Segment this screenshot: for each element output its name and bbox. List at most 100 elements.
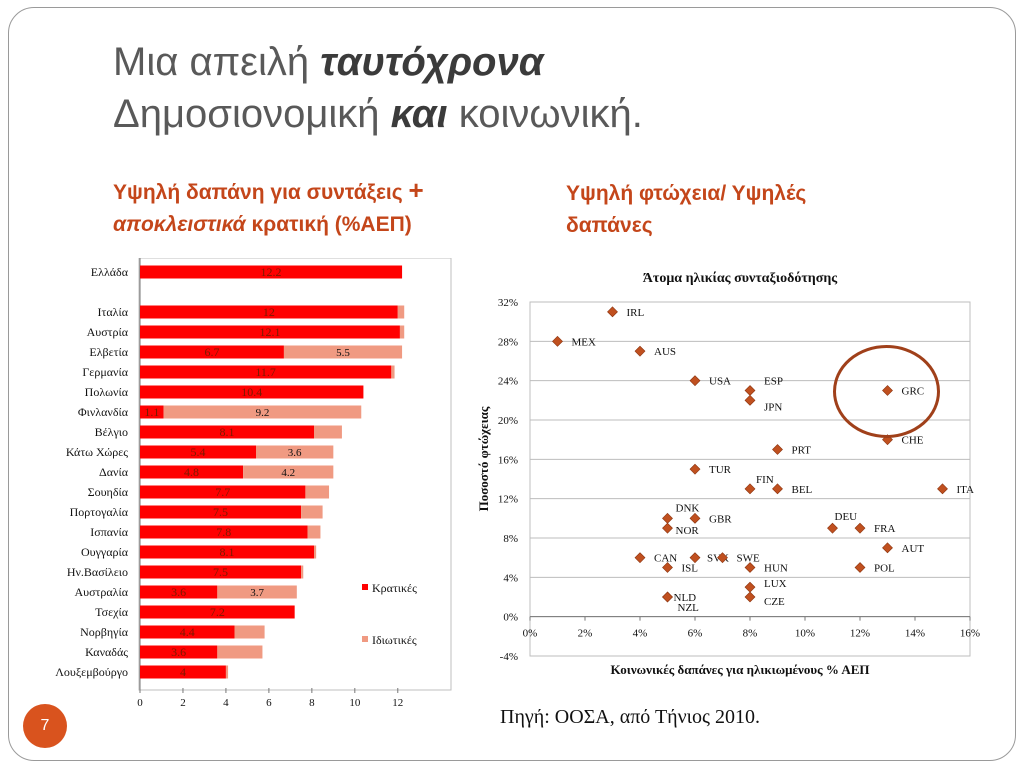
scatter-point-label: GRC <box>902 386 925 398</box>
scatter-point <box>662 562 673 573</box>
bar-private <box>225 665 229 679</box>
bar-public <box>140 505 302 519</box>
scatter-point <box>744 483 756 495</box>
scatter-point <box>772 444 783 455</box>
bar-public <box>140 425 314 439</box>
bar-x-tick-label: 4 <box>223 697 229 708</box>
bar-private-value-label: 3.6 <box>288 447 302 459</box>
scatter-point-label: LUX <box>764 578 787 590</box>
scatter-y-tick-label: -4% <box>500 651 518 663</box>
poverty-scatter-chart: Άτομα ηλικίας συνταξιοδότησης -4% 0% 4% 8% 12… <box>476 271 980 677</box>
scatter-point-label: DNK <box>676 502 700 514</box>
scatter-x-tick-label: 16% <box>960 628 980 640</box>
bar-private <box>217 645 263 659</box>
bar-public-value-label: 3.6 <box>171 585 186 599</box>
bar-private <box>243 465 334 479</box>
bar-private <box>217 585 297 599</box>
scatter-point-label: CHE <box>902 435 924 447</box>
bar-private <box>301 565 304 579</box>
highlight-circle <box>833 345 940 438</box>
scatter-point-label: NOR <box>676 525 700 537</box>
bar-category-label: Ελβετία <box>89 345 128 359</box>
legend-swatch-private <box>362 636 368 642</box>
bar-public <box>140 325 400 339</box>
bar-public <box>140 465 244 479</box>
bar-private-value-label: 5.5 <box>336 347 350 359</box>
bar-private <box>301 505 323 519</box>
bar-private <box>283 345 403 359</box>
scatter-point <box>689 375 701 387</box>
scatter-point-label: TUR <box>709 464 732 476</box>
scatter-point-label: FIN <box>756 474 774 486</box>
bar-private <box>314 545 317 559</box>
bar-public <box>140 665 226 679</box>
bar-category-label: Τσεχία <box>95 605 129 619</box>
bar-public <box>140 305 398 319</box>
scatter-point-label: JPN <box>764 401 782 413</box>
bar-public-value-label: 8.1 <box>220 425 235 439</box>
bar-category-label: Ισπανία <box>90 525 128 539</box>
bar-category-label: Αυστραλία <box>74 585 128 599</box>
bar-public-value-label: 4 <box>180 665 186 679</box>
bar-public-value-label: 12.1 <box>259 325 280 339</box>
bar-category-label: Γερμανία <box>82 365 128 379</box>
bar-category-label: Ην.Βασίλειο <box>67 565 128 579</box>
scatter-point-label: DEU <box>835 511 858 523</box>
bar-x-tick-label: 12 <box>392 697 403 708</box>
bar-public <box>140 485 306 499</box>
scatter-point-label: ESP <box>764 376 783 388</box>
bar-private-value-label: 4.2 <box>281 467 295 479</box>
bar-category-label: Πορτογαλία <box>70 505 129 519</box>
scatter-y-tick-label: 8% <box>503 533 518 545</box>
scatter-point <box>744 394 756 406</box>
bar-category-label: Φινλανδία <box>78 405 129 419</box>
scatter-point <box>689 463 701 475</box>
bar-category-label: Νορβηγία <box>80 625 129 639</box>
bar-public-value-label: 7.2 <box>210 605 225 619</box>
scatter-plot-area <box>529 301 971 657</box>
bar-public <box>140 565 302 579</box>
scatter-point <box>744 581 756 593</box>
bar-public <box>140 605 295 619</box>
bar-public-value-label: 1.1 <box>144 405 159 419</box>
legend-label-private: Ιδιωτικές <box>372 633 417 647</box>
scatter-x-tick-label: 12% <box>850 628 870 640</box>
scatter-point-label: HUN <box>764 563 788 575</box>
scatter-point <box>744 385 756 396</box>
bar-public <box>140 385 364 399</box>
scatter-point-label: GBR <box>709 513 732 525</box>
bar-category-label: Καναδάς <box>85 645 128 659</box>
scatter-y-tick-label: 20% <box>498 415 518 427</box>
bar-category-label: Ουγγαρία <box>81 545 129 559</box>
scatter-x-tick-label: 4% <box>633 628 648 640</box>
scatter-x-tick-label: 14% <box>905 628 925 640</box>
scatter-y-tick-label: 0% <box>503 612 518 624</box>
bar-public <box>140 585 218 599</box>
bar-public-value-label: 6.7 <box>204 345 219 359</box>
bar-category-label: Λουξεμβούργο <box>55 665 128 679</box>
scatter-x-tick-label: 6% <box>688 628 703 640</box>
bar-category-label: Ελλάδα <box>91 265 129 279</box>
scatter-point <box>689 552 701 564</box>
scatter-point-label: AUS <box>654 346 676 358</box>
scatter-point-label: NZL <box>678 602 700 614</box>
scatter-point-label: CAN <box>654 553 677 565</box>
bar-public <box>140 445 256 459</box>
slide-title: Μια απειλή ταυτόχρονα Δημοσιονομική και … <box>113 40 643 136</box>
scatter-point <box>552 335 563 347</box>
scatter-point <box>662 591 673 603</box>
bar-public-value-label: 7.7 <box>215 485 230 499</box>
bar-private <box>256 445 334 459</box>
bar-category-label: Ιταλία <box>98 305 129 319</box>
bar-private-value-label: 3.7 <box>250 587 264 599</box>
bar-category-label: Αυστρία <box>87 325 129 339</box>
scatter-point <box>744 562 756 573</box>
bar-category-label: Βέλγιο <box>95 425 128 439</box>
scatter-title: Άτομα ηλικίας συνταξιοδότησης <box>643 271 839 286</box>
scatter-point <box>662 512 673 524</box>
scatter-point <box>854 522 866 534</box>
scatter-x-tick-label: 10% <box>795 628 815 640</box>
bar-category-label: Σουηδία <box>88 485 129 499</box>
legend-label-public: Κρατικές <box>372 581 417 595</box>
scatter-point <box>634 552 646 564</box>
